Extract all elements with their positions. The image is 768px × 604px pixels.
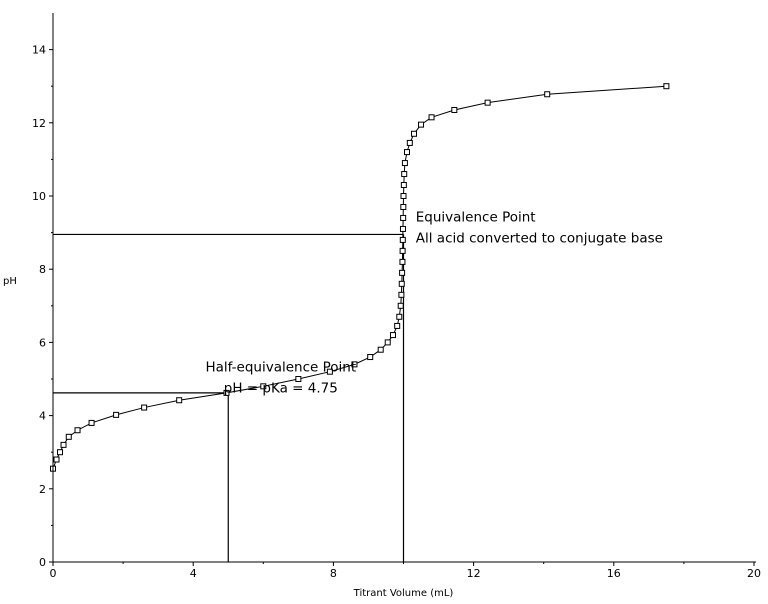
x-tick-label: 8 bbox=[330, 567, 337, 580]
data-point bbox=[398, 291, 405, 298]
data-point bbox=[53, 456, 60, 463]
data-point bbox=[295, 376, 302, 382]
x-tick-label: 16 bbox=[607, 567, 621, 580]
titration-curve bbox=[52, 85, 667, 469]
x-tick-label: 20 bbox=[747, 567, 761, 580]
data-point bbox=[223, 389, 230, 396]
y-tick-label: 6 bbox=[39, 336, 46, 349]
data-point bbox=[428, 114, 435, 121]
data-point bbox=[401, 160, 408, 167]
data-point bbox=[74, 427, 81, 434]
data-point bbox=[384, 339, 391, 346]
data-markers bbox=[50, 83, 670, 472]
data-point bbox=[141, 404, 148, 411]
data-point bbox=[411, 130, 418, 137]
y-tick-label: 8 bbox=[39, 263, 46, 276]
y-tick-label: 2 bbox=[39, 483, 46, 496]
data-point bbox=[400, 182, 407, 189]
data-point bbox=[396, 313, 403, 320]
y-axis-label: pH bbox=[3, 276, 17, 287]
data-point bbox=[399, 269, 406, 276]
data-point bbox=[113, 411, 120, 418]
titration-curve-line bbox=[52, 85, 667, 469]
data-point bbox=[176, 397, 183, 404]
x-tick-label: 4 bbox=[190, 567, 197, 580]
data-point bbox=[326, 368, 333, 375]
data-point bbox=[401, 171, 408, 178]
half-equivalence-annotation-line: Half-equivalence Point bbox=[205, 360, 356, 376]
data-point bbox=[377, 346, 384, 353]
y-tick-label: 4 bbox=[39, 410, 46, 423]
data-point bbox=[418, 121, 425, 128]
data-point bbox=[57, 449, 64, 456]
data-point bbox=[367, 354, 374, 361]
x-axis-label: Titrant Volume (mL) bbox=[353, 588, 454, 599]
data-point bbox=[400, 214, 407, 221]
data-point bbox=[351, 361, 358, 368]
data-point bbox=[394, 322, 401, 329]
y-tick-label: 14 bbox=[32, 44, 46, 57]
data-point bbox=[399, 247, 406, 254]
y-tick-label: 0 bbox=[39, 556, 46, 569]
data-point bbox=[400, 203, 407, 210]
data-point bbox=[88, 419, 95, 426]
axes: 0 2 4 6 8 10 12 14 0 4 8 12 16 20 bbox=[32, 13, 761, 580]
data-point bbox=[544, 91, 551, 98]
data-point bbox=[663, 83, 670, 90]
y-tick-label: 10 bbox=[32, 190, 46, 203]
equivalence-annotation-line: All acid converted to conjugate base bbox=[416, 231, 663, 247]
data-point bbox=[60, 441, 67, 448]
data-point bbox=[404, 149, 410, 156]
data-point bbox=[397, 302, 404, 309]
data-point bbox=[65, 433, 72, 440]
x-tick-label: 12 bbox=[467, 567, 481, 580]
data-point bbox=[400, 193, 407, 199]
x-tick-label: 0 bbox=[50, 567, 57, 580]
half-equivalence-annotation-line: pH = pKa = 4.75 bbox=[224, 381, 338, 397]
data-point bbox=[260, 383, 267, 390]
data-point bbox=[484, 99, 491, 106]
annotations: Equivalence Point All acid converted to c… bbox=[205, 210, 662, 397]
data-point bbox=[399, 258, 406, 265]
y-tick-label: 12 bbox=[32, 117, 46, 130]
data-point bbox=[399, 225, 406, 232]
equivalence-annotation-line: Equivalence Point bbox=[416, 210, 536, 226]
data-point bbox=[406, 139, 413, 146]
data-point bbox=[389, 332, 396, 339]
data-point bbox=[398, 280, 405, 287]
data-point bbox=[399, 236, 406, 243]
data-point bbox=[451, 106, 458, 113]
reference-lines bbox=[53, 233, 405, 562]
